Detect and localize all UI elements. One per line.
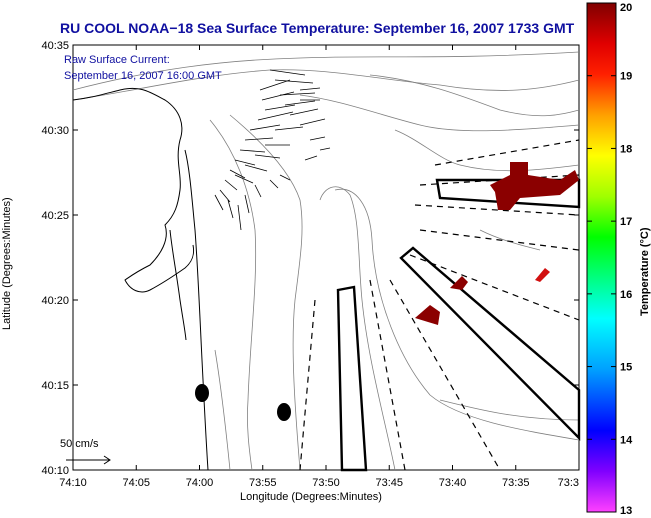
colorbar-tick-label: 19 (620, 71, 632, 83)
bathymetry-contours (72, 51, 580, 471)
plot-area (72, 44, 580, 471)
sst-patch-2 (415, 305, 440, 325)
chart-title: RU COOL NOAA−18 Sea Surface Temperature:… (60, 20, 575, 36)
x-tick-label: 74:00 (186, 477, 214, 489)
scale-arrow (66, 455, 111, 465)
x-tick-label: 73:40 (439, 477, 467, 489)
sst-patch-1 (450, 276, 468, 290)
coastline (72, 87, 209, 471)
sst-patch-large (490, 162, 579, 210)
x-tick-label: 73:45 (375, 477, 403, 489)
y-tick-label: 40:25 (41, 210, 69, 222)
marker-dot (277, 403, 291, 421)
colorbar-tick-label: 13 (620, 505, 632, 517)
colorbar (586, 2, 617, 513)
colorbar-tick-label: 14 (620, 434, 633, 446)
y-tick-label: 40:35 (41, 40, 69, 52)
x-tick-label: 74:05 (122, 477, 150, 489)
x-tick-label: 73:35 (502, 477, 530, 489)
marker-dot (195, 384, 209, 402)
x-tick-label: 73:3 (558, 477, 579, 489)
scale-label: 50 cm/s (60, 438, 99, 450)
colorbar-tick-label: 17 (620, 216, 632, 228)
y-axis-label: Latitude (Degrees:Minutes) (1, 197, 13, 330)
annotation-line: September 16, 2007 16:00 GMT (64, 70, 222, 82)
annotation-line: Raw Surface Current: (64, 54, 170, 66)
x-tick-label: 74:10 (59, 477, 87, 489)
colorbar-tick-label: 15 (620, 362, 632, 374)
y-axis: 40:35 40:30 40:25 40:20 40:15 40:10 (41, 40, 579, 477)
y-tick-label: 40:15 (41, 380, 69, 392)
colorbar-tick-label: 20 (620, 2, 632, 14)
sst-patches (415, 162, 579, 325)
colorbar-tick-label: 16 (620, 289, 632, 301)
y-tick-label: 40:20 (41, 295, 69, 307)
x-axis-label: Longitude (Degrees:Minutes) (240, 491, 382, 503)
y-tick-label: 40:10 (41, 465, 69, 477)
x-tick-label: 73:50 (312, 477, 340, 489)
colorbar-label: Temperature (°C) (639, 227, 651, 316)
current-vectors (214, 69, 331, 231)
colorbar-ticks: 20 19 18 17 16 15 14 13 (587, 2, 633, 517)
x-tick-label: 73:55 (249, 477, 277, 489)
y-tick-label: 40:30 (41, 125, 69, 137)
x-axis: 74:10 74:05 74:00 73:55 73:50 73:45 73:40 73:35… (59, 45, 580, 489)
sst-patch-3 (535, 268, 550, 282)
sampling-rays (299, 139, 580, 471)
colorbar-tick-label: 18 (620, 143, 632, 155)
